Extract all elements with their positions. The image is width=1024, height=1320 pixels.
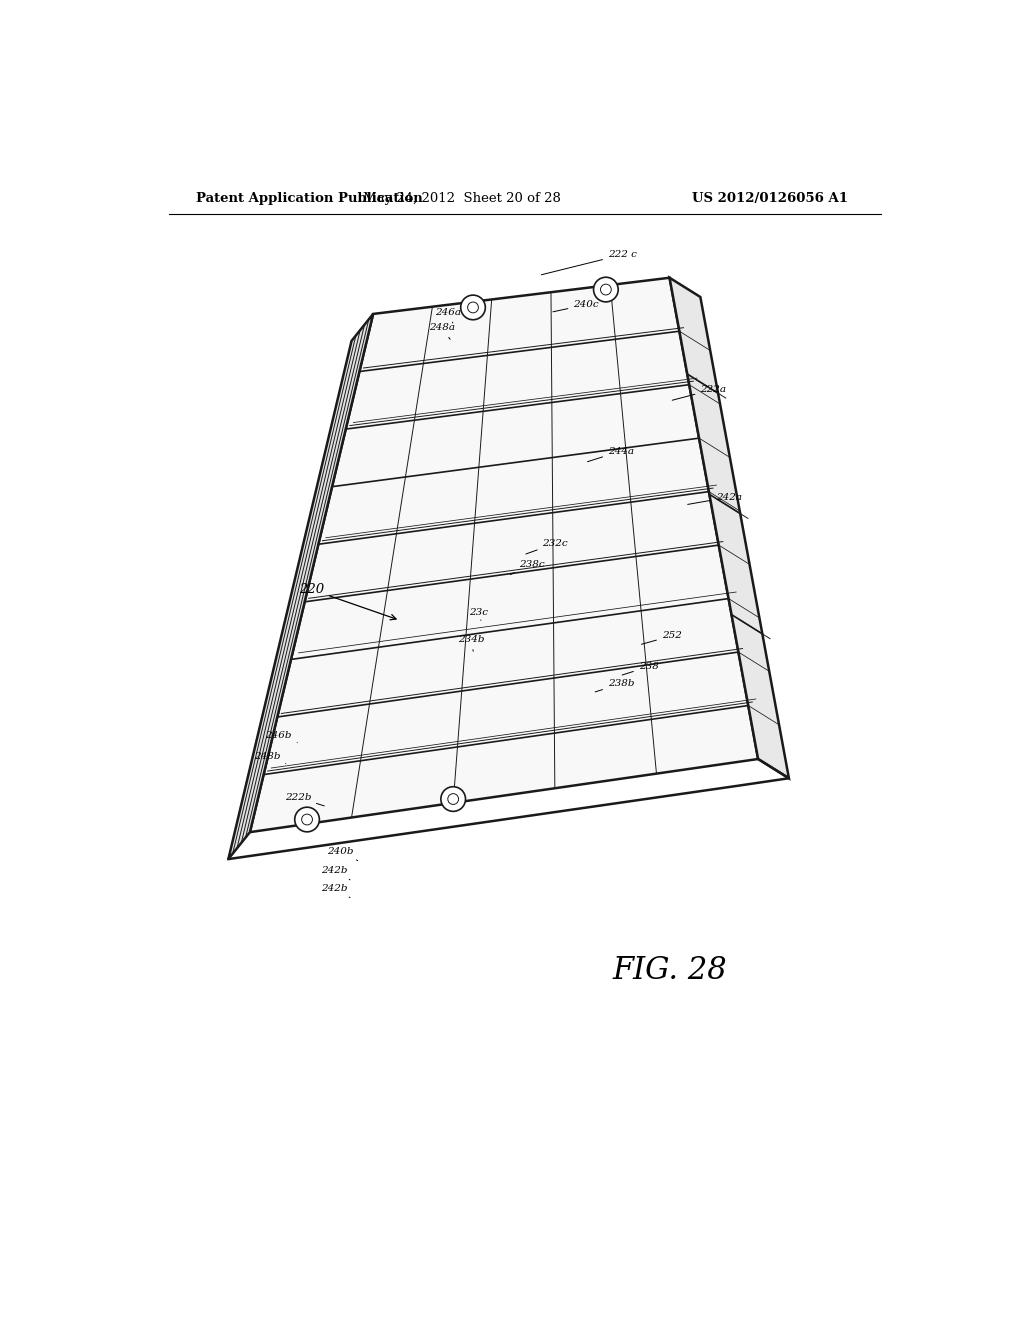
Text: May 24, 2012  Sheet 20 of 28: May 24, 2012 Sheet 20 of 28 <box>362 191 560 205</box>
Text: 222 c: 222 c <box>542 251 637 275</box>
Text: 242b: 242b <box>322 866 350 880</box>
Polygon shape <box>228 314 373 859</box>
Circle shape <box>594 277 618 302</box>
Text: 248a: 248a <box>429 323 456 339</box>
Text: 238c: 238c <box>510 560 545 574</box>
Text: 248b: 248b <box>254 752 286 763</box>
Text: 252: 252 <box>641 631 682 644</box>
Polygon shape <box>670 277 788 779</box>
Text: Patent Application Publication: Patent Application Publication <box>196 191 423 205</box>
Text: 242b: 242b <box>322 884 350 898</box>
Text: 242a: 242a <box>688 492 741 504</box>
Text: 232c: 232c <box>526 539 568 554</box>
Text: 222b: 222b <box>285 793 325 807</box>
Text: 23c: 23c <box>469 609 488 620</box>
Text: 240c: 240c <box>553 300 599 312</box>
Text: 220: 220 <box>299 583 396 620</box>
Text: 246a: 246a <box>435 308 461 323</box>
Circle shape <box>461 296 485 319</box>
Circle shape <box>295 808 319 832</box>
Text: 238: 238 <box>623 663 658 675</box>
Polygon shape <box>250 277 758 832</box>
Text: 246b: 246b <box>265 731 297 743</box>
Text: 234b: 234b <box>458 635 484 651</box>
Text: 238b: 238b <box>595 678 635 692</box>
Text: 240b: 240b <box>327 847 357 861</box>
Text: US 2012/0126056 A1: US 2012/0126056 A1 <box>691 191 848 205</box>
Circle shape <box>441 787 466 812</box>
Text: 244a: 244a <box>588 446 634 462</box>
Text: 222a: 222a <box>672 385 726 400</box>
Text: FIG. 28: FIG. 28 <box>612 956 727 986</box>
